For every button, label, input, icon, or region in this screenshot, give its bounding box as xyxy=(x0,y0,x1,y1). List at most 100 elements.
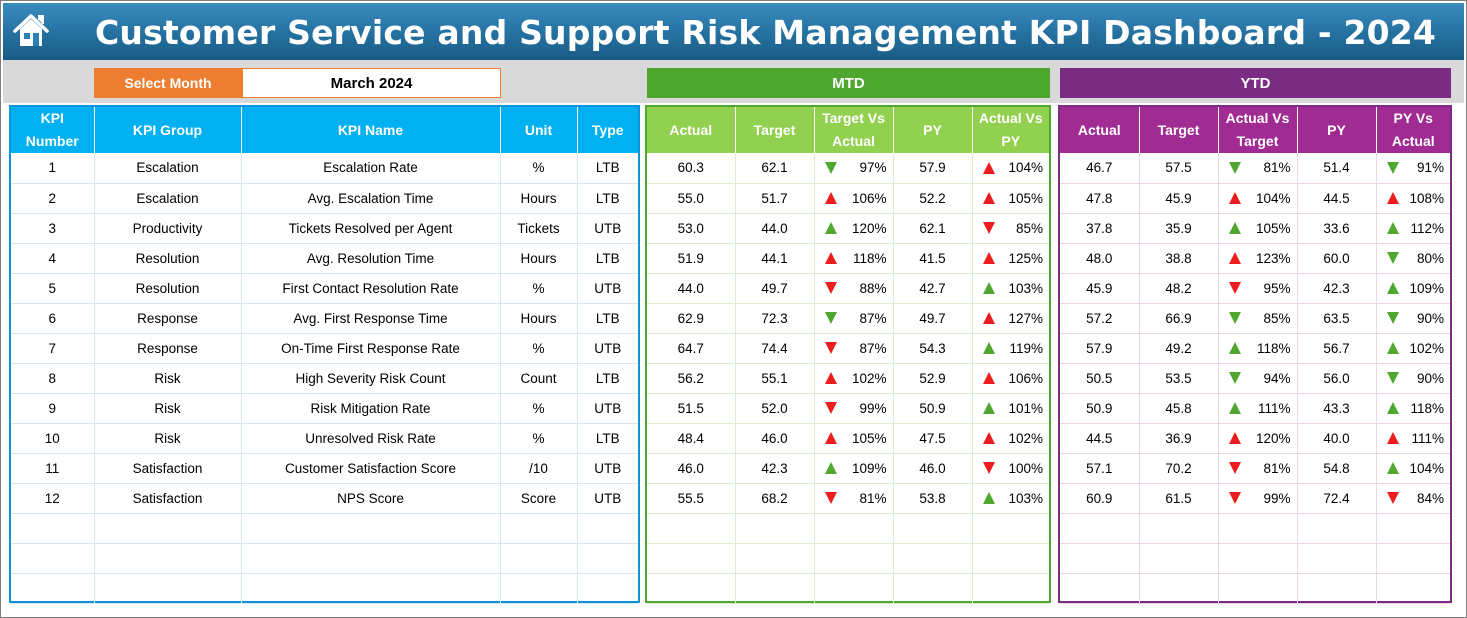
ytd-py-cell: 72.4 xyxy=(1297,483,1377,514)
ytd-py-vs-actual-cell-wrap: 91% xyxy=(1377,160,1451,175)
mtd-actual-vs-py-cell: 104% xyxy=(972,153,1049,184)
ytd-actual-vs-target-cell-pct: 104% xyxy=(1255,190,1291,206)
ytd-row: 45.9 48.2 95% 42.3 109% xyxy=(1060,273,1450,304)
mtd-actual-cell: 44.0 xyxy=(647,273,736,304)
ytd-py-vs-actual-cell-pct: 91% xyxy=(1416,160,1444,176)
kpi-group-cell: Satisfaction xyxy=(94,483,242,514)
mtd-target-vs-actual-cell: 99% xyxy=(814,393,894,424)
kpi-row: 4 Resolution Avg. Resolution Time Hours LTB xyxy=(11,243,638,274)
empty-cell xyxy=(241,573,501,604)
mtd-actual-vs-py-cell-pct: 125% xyxy=(1008,250,1043,266)
triangle-down-icon xyxy=(824,161,837,174)
mtd-target-cell: 72.3 xyxy=(735,303,815,334)
kpi-name-cell: Avg. Resolution Time xyxy=(241,243,501,274)
home-icon[interactable] xyxy=(11,11,51,51)
ytd-actual-cell: 47.8 xyxy=(1060,183,1140,214)
triangle-up-icon xyxy=(982,342,995,354)
ytd-py-cell: 44.5 xyxy=(1297,183,1377,214)
ytd-actual-vs-target-cell-wrap: 123% xyxy=(1219,251,1297,266)
triangle-up-icon xyxy=(982,192,995,204)
ytd-py-vs-actual-cell: 104% xyxy=(1376,453,1450,484)
ytd-header-row: Actual Target Actual Vs Target PY PY Vs Actu… xyxy=(1060,107,1450,153)
mtd-target-vs-actual-cell: 88% xyxy=(814,273,894,304)
mtd-actual-cell: 55.5 xyxy=(647,483,736,514)
triangle-down-icon xyxy=(824,282,837,294)
month-select[interactable]: March 2024 xyxy=(242,68,501,98)
kpi-type-cell: LTB xyxy=(577,153,638,184)
kpi-name-cell: Unresolved Risk Rate xyxy=(241,423,501,454)
ytd-actual-vs-target-cell-pct: 123% xyxy=(1255,250,1291,266)
kpi-group-cell: Risk xyxy=(94,363,242,394)
mtd-target-cell: 74.4 xyxy=(735,333,815,364)
kpi-name-cell: Tickets Resolved per Agent xyxy=(241,213,501,244)
mtd-actual-vs-py-cell: 103% xyxy=(972,273,1049,304)
ytd-actual-vs-target-cell-pct: 111% xyxy=(1257,400,1291,416)
ytd-py-vs-actual-cell-pct: 90% xyxy=(1416,370,1444,386)
mtd-py-cell: 41.5 xyxy=(893,243,973,274)
mtd-actual-vs-py-cell-wrap: 102% xyxy=(973,431,1050,446)
empty-cell xyxy=(500,513,578,544)
kpi-number-cell: 6 xyxy=(11,303,95,334)
ytd-actual-cell: 44.5 xyxy=(1060,423,1140,454)
ytd-target-cell: 45.8 xyxy=(1139,393,1219,424)
title-bar: Customer Service and Support Risk Manage… xyxy=(3,3,1464,60)
ytd-actual-cell: 57.9 xyxy=(1060,333,1140,364)
mtd-actual-vs-py-cell-pct: 105% xyxy=(1008,190,1043,206)
ytd-py-vs-actual-cell-pct: 118% xyxy=(1410,400,1444,416)
kpi-row: 12 Satisfaction NPS Score Score UTB xyxy=(11,483,638,514)
triangle-down-icon xyxy=(824,402,837,414)
empty-cell xyxy=(1139,513,1219,544)
empty-cell xyxy=(893,543,973,574)
kpi-number-cell: 7 xyxy=(11,333,95,364)
empty-cell xyxy=(1218,573,1298,604)
ytd-actual-cell: 45.9 xyxy=(1060,273,1140,304)
empty-cell xyxy=(647,513,736,544)
triangle-up-icon xyxy=(824,222,837,234)
ytd-py-cell: 43.3 xyxy=(1297,393,1377,424)
kpi-unit-cell: % xyxy=(500,423,578,454)
ytd-actual-vs-target-cell-wrap: 81% xyxy=(1219,160,1297,175)
kpi-col-header: Unit xyxy=(500,107,578,153)
mtd-actual-cell: 64.7 xyxy=(647,333,736,364)
kpi-group-cell: Risk xyxy=(94,393,242,424)
mtd-target-vs-actual-cell: 120% xyxy=(814,213,894,244)
triangle-down-icon xyxy=(824,492,837,504)
kpi-group-cell: Escalation xyxy=(94,153,242,184)
ytd-table: Actual Target Actual Vs Target PY PY Vs Actu… xyxy=(1058,105,1452,604)
ytd-actual-vs-target-cell-pct: 105% xyxy=(1255,220,1291,236)
triangle-down-icon xyxy=(1386,161,1399,174)
triangle-down-icon xyxy=(982,462,995,474)
mtd-target-vs-actual-cell-pct: 105% xyxy=(851,430,887,446)
mtd-target-vs-actual-cell-pct: 81% xyxy=(859,490,887,506)
kpi-col-header: Type xyxy=(577,107,638,153)
ytd-py-vs-actual-cell-wrap: 108% xyxy=(1377,191,1451,206)
ytd-py-vs-actual-cell-wrap: 90% xyxy=(1377,311,1451,326)
mtd-actual-vs-py-cell-pct: 104% xyxy=(1008,160,1043,176)
ytd-section-header: YTD xyxy=(1060,68,1451,98)
triangle-up-icon xyxy=(1228,402,1241,414)
ytd-py-vs-actual-cell-pct: 80% xyxy=(1416,250,1444,266)
ytd-actual-vs-target-cell-wrap: 105% xyxy=(1219,221,1297,236)
empty-cell xyxy=(500,543,578,574)
kpi-group-cell: Resolution xyxy=(94,243,242,274)
kpi-row: 8 Risk High Severity Risk Count Count LTB xyxy=(11,363,638,394)
ytd-py-cell: 56.7 xyxy=(1297,333,1377,364)
kpi-type-cell: UTB xyxy=(577,213,638,244)
mtd-target-vs-actual-cell: 109% xyxy=(814,453,894,484)
ytd-py-vs-actual-cell-pct: 104% xyxy=(1409,460,1444,476)
ytd-row: 46.7 57.5 81% 51.4 91% xyxy=(1060,153,1451,184)
empty-cell xyxy=(972,513,1049,544)
kpi-number-cell: 4 xyxy=(11,243,95,274)
triangle-down-icon xyxy=(824,342,837,354)
triangle-up-icon xyxy=(982,252,995,264)
kpi-number-cell: 11 xyxy=(11,453,95,484)
kpi-unit-cell: Hours xyxy=(500,183,578,214)
empty-cell xyxy=(735,513,815,544)
kpi-group-cell: Risk xyxy=(94,423,242,454)
mtd-py-cell: 46.0 xyxy=(893,453,973,484)
empty-cell xyxy=(1139,573,1219,604)
triangle-down-icon xyxy=(1228,462,1241,474)
mtd-col-header: Actual Vs PY xyxy=(972,107,1049,153)
triangle-up-icon xyxy=(824,252,837,264)
empty-cell xyxy=(500,573,578,604)
